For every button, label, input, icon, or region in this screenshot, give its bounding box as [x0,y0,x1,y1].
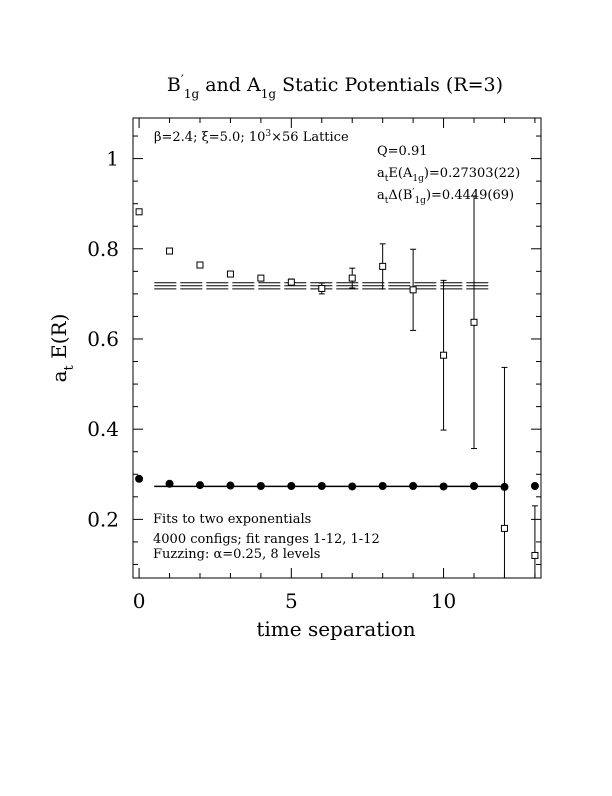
data-point-circle [500,482,509,491]
data-point-circle [165,479,174,488]
fuzzing-annotation: Fuzzing: α=0.25, 8 levels [153,547,320,562]
data-point-circle [530,482,539,490]
data-point-circle [348,482,357,491]
data-point-square [531,551,539,559]
data-series [135,195,539,578]
fit-b1g-annotation: atΔ(B′1g)=0.4449(69) [377,188,514,206]
fits-annotation: Fits to two exponentials [153,512,311,527]
y-tick-label: 0.6 [87,327,119,351]
data-point-circle [256,482,265,490]
y-tick-label: 0.8 [87,237,119,261]
data-point-circle [439,482,448,491]
data-point-square [470,318,478,326]
lattice-annotation: β=2.4; ξ=5.0; 103×56 Lattice [154,129,349,145]
data-point-square [135,208,143,216]
y-axis-label: at E(R) [47,314,77,383]
x-axis-label: time separation [256,617,415,641]
data-point-square [318,284,326,292]
q-annotation: Q=0.91 [377,144,428,159]
data-point-square [440,351,448,359]
data-point-square [348,274,356,282]
axis-tick-labels: 0 5 10 0.2 0.4 0.6 0.8 1 [87,147,456,613]
configs-annotation: 4000 configs; fit ranges 1-12, 1-12 [153,532,380,547]
x-tick-label: 10 [431,589,456,613]
data-point-square [287,278,295,286]
data-point-square [226,270,234,278]
data-point-circle [287,482,296,490]
x-tick-label: 5 [285,589,298,613]
data-point-square [500,524,508,532]
data-point-square [257,274,265,282]
data-point-circle [226,481,235,490]
data-point-circle [378,482,387,490]
data-point-circle [195,481,204,490]
x-tick-label: 0 [133,589,146,613]
axis-ticks [133,118,541,578]
data-point-square [166,247,174,255]
data-point-square [409,286,417,294]
data-point-square [379,262,387,270]
data-point-circle [470,482,479,490]
y-tick-label: 1 [106,147,119,171]
data-point-square [196,261,204,269]
plot-frame [132,117,542,579]
data-point-circle [317,482,326,490]
fit-bands [154,282,505,488]
data-point-circle [409,482,418,490]
y-tick-label: 0.2 [87,507,119,531]
fit-a1g-annotation: atE(A1g)=0.27303(22) [377,166,520,184]
data-point-circle [135,474,144,483]
y-tick-label: 0.4 [87,417,119,441]
chart-title: B′1g and A1g Static Potentials (R=3) [167,73,503,101]
